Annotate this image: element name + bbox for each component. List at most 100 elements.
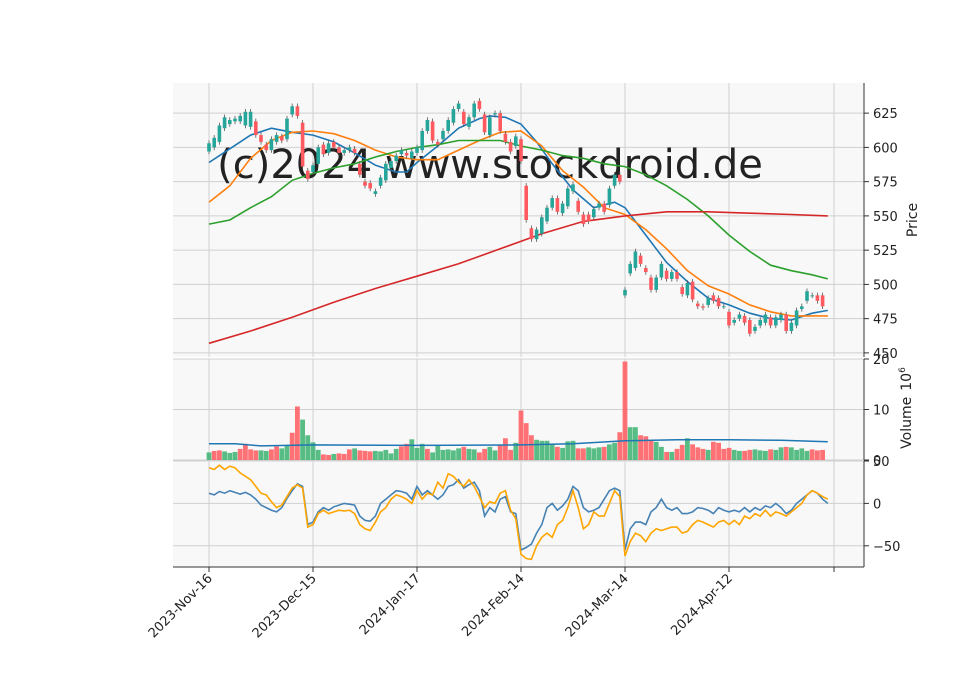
candle-body <box>519 139 523 162</box>
candle-body <box>654 277 658 290</box>
volume-bar <box>565 441 571 460</box>
volume-bar <box>414 447 420 460</box>
volume-bar <box>523 423 529 460</box>
volume-bar <box>492 450 498 460</box>
volume-bar <box>721 448 727 460</box>
y-tick-label: 625 <box>873 107 898 122</box>
candle-body <box>332 141 336 148</box>
volume-bar <box>258 450 264 460</box>
candle-body <box>607 188 612 205</box>
candle-body <box>774 317 778 326</box>
candle-body <box>446 119 450 131</box>
candle-body <box>592 209 596 218</box>
candle-body <box>540 217 544 234</box>
volume-moving-average-line <box>209 439 828 447</box>
candle-body <box>373 191 378 194</box>
candle-body <box>456 103 461 110</box>
price-gridlines <box>173 83 864 357</box>
volume-bar <box>711 441 716 460</box>
volume-bar <box>269 449 274 460</box>
volume-bar <box>612 442 617 460</box>
price-axis-ticks: 450 475 500 525 550 575 600 625 <box>864 107 898 362</box>
volume-bar <box>471 449 477 460</box>
candle-body <box>311 165 315 173</box>
volume-bar <box>383 449 389 460</box>
volume-bar <box>716 442 721 460</box>
y-tick-label: 50 <box>873 455 890 470</box>
y-tick-label: −50 <box>873 540 900 555</box>
volume-bar <box>300 419 305 460</box>
indicator-gridlines <box>173 460 864 567</box>
candle-body <box>436 141 440 145</box>
volume-bar <box>638 435 643 460</box>
indicator-line <box>208 464 829 561</box>
volume-bar <box>456 448 461 460</box>
candle-body <box>742 315 747 323</box>
y-tick-label: 550 <box>873 210 898 225</box>
candle-body <box>659 263 664 278</box>
candle-body <box>425 119 430 131</box>
candle-body <box>690 281 695 300</box>
y-tick-label: 525 <box>873 244 898 259</box>
volume-bars <box>206 361 825 460</box>
volume-bar <box>393 448 399 460</box>
candle-body <box>644 267 648 273</box>
candle-body <box>488 117 492 136</box>
volume-bar <box>279 448 285 460</box>
candle-body <box>623 289 627 296</box>
candle-body <box>378 177 383 186</box>
volume-bar <box>409 439 415 460</box>
volume-bar <box>794 449 799 460</box>
volume-bar <box>783 446 789 460</box>
candle-body <box>358 163 362 175</box>
volume-bar <box>362 450 368 460</box>
candle-body <box>566 188 570 207</box>
volume-bar <box>659 446 664 460</box>
volume-bar <box>773 449 779 460</box>
volume-bar <box>373 450 378 460</box>
volume-bar <box>539 440 545 460</box>
candle-body <box>264 144 268 151</box>
candle-body <box>753 326 757 331</box>
candle-body <box>420 130 424 151</box>
volume-bar <box>757 450 763 460</box>
candle-body <box>347 147 352 151</box>
candle-body <box>503 133 508 142</box>
volume-bar <box>669 451 675 460</box>
candle-body <box>472 103 476 118</box>
volume-bar <box>742 450 747 460</box>
volume-bar <box>227 452 233 460</box>
volume-bar <box>513 442 519 460</box>
candle-body <box>638 255 643 264</box>
candle-body <box>306 170 310 179</box>
candle-body <box>238 115 242 122</box>
volume-bar <box>789 447 794 460</box>
candle-body <box>586 214 591 222</box>
candle-body <box>550 198 554 208</box>
candle-body <box>285 118 289 140</box>
candle-body <box>628 263 632 274</box>
volume-bar <box>544 440 550 460</box>
candle-body <box>618 174 622 182</box>
candle-body <box>212 137 216 148</box>
volume-bar <box>217 450 222 460</box>
volume-bar <box>399 446 404 460</box>
volume-bar <box>430 452 435 460</box>
candle-body <box>430 121 435 141</box>
candle-body <box>555 198 560 212</box>
volume-bar <box>315 449 321 460</box>
volume-bar <box>607 444 612 460</box>
volume-bar <box>560 447 565 460</box>
candle-body <box>524 185 528 220</box>
candle-body <box>254 121 258 136</box>
candle-body <box>597 203 601 208</box>
candle-body <box>326 143 331 153</box>
candle-body <box>696 303 700 307</box>
candle-body <box>482 114 487 133</box>
volume-bar <box>367 451 373 460</box>
volume-bar <box>248 449 253 460</box>
volume-bar <box>295 406 300 460</box>
